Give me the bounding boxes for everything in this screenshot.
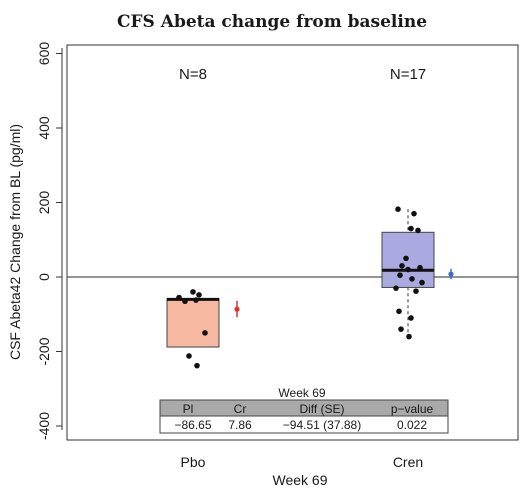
data-point [395, 206, 401, 213]
table-header-cell: Diff (SE) [299, 402, 344, 416]
box-group-cren: N=17 Cren [381, 66, 454, 470]
n-label: N=17 [390, 66, 426, 83]
n-label: N=8 [179, 66, 207, 83]
data-point [176, 294, 182, 301]
data-point [419, 279, 425, 286]
data-point [186, 353, 192, 359]
box-groups: N=8 Pbo N=17 Cren [166, 66, 454, 470]
table-value-cell: −94.51 (37.88) [283, 418, 361, 432]
data-point [408, 225, 414, 232]
data-point [415, 227, 421, 234]
data-point [194, 362, 200, 369]
y-tick-label: -400 [36, 412, 52, 440]
box [166, 298, 220, 348]
table-value-cell: 7.86 [228, 418, 252, 432]
data-point [408, 315, 414, 321]
y-tick-label: -200 [36, 337, 52, 365]
data-point [405, 266, 411, 273]
mean-point [448, 271, 454, 277]
data-point [397, 272, 403, 278]
data-point [182, 298, 188, 305]
data-point [190, 289, 196, 295]
data-point [202, 330, 208, 336]
data-point [403, 255, 409, 262]
data-point [196, 292, 202, 298]
data-point [409, 276, 415, 282]
box-group-pbo: N=8 Pbo [166, 66, 240, 470]
table-value-cell: 0.022 [397, 418, 427, 432]
mean-point [234, 306, 240, 312]
y-ticks: 600 400 200 0 -200 -400 [36, 42, 62, 440]
data-point [393, 285, 399, 291]
y-tick-label: 200 [36, 191, 52, 215]
table-header-cell: Cr [234, 402, 247, 416]
data-point [193, 297, 199, 303]
x-tick-label: Pbo [181, 454, 206, 470]
table-row-bg [159, 415, 449, 434]
plot-frame [66, 44, 519, 441]
table-title: Week 69 [278, 386, 325, 400]
table-header-cell: Pl [183, 402, 194, 416]
data-point [398, 326, 404, 332]
table-value-cell: −86.65 [174, 418, 211, 432]
y-tick-label: 600 [36, 42, 52, 66]
y-tick-label: 0 [36, 273, 52, 281]
chart-title: CFS Abeta change from baseline [117, 12, 427, 32]
summary-table: Week 69 Pl Cr Diff (SE) p−value −86.65 7… [159, 386, 449, 434]
data-point [399, 263, 405, 269]
table-header-cell: p−value [391, 402, 434, 416]
data-point [413, 288, 419, 294]
data-point [411, 210, 417, 217]
x-tick-label: Cren [393, 454, 423, 470]
y-axis-title: CSF Abeta42 Change from BL (pg/ml) [7, 124, 23, 360]
data-point [396, 308, 402, 315]
y-tick-label: 400 [36, 116, 52, 140]
x-axis-title: Week 69 [273, 472, 328, 488]
data-point [417, 264, 423, 271]
data-point [406, 333, 412, 340]
